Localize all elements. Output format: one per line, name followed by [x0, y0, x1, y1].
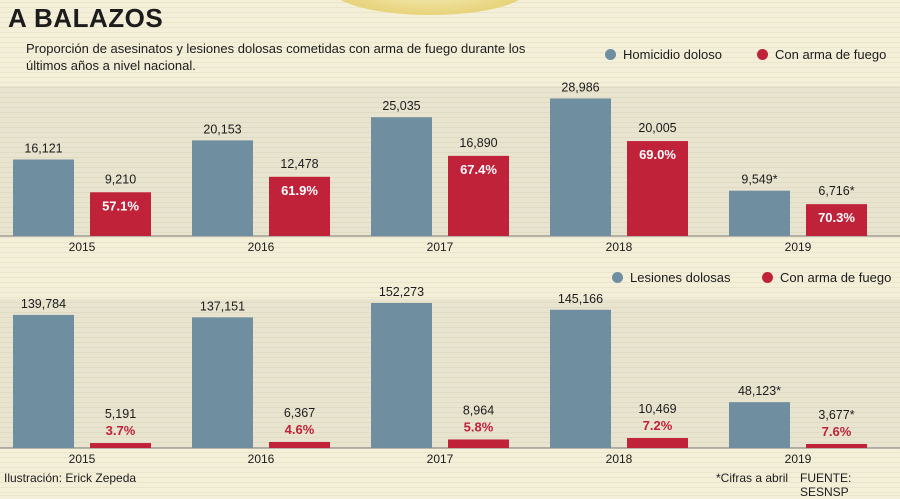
panel-1-bar-2019-firearm — [806, 444, 867, 448]
panel-1-percent-2019: 7.6% — [822, 424, 852, 439]
panel-1-percent-2015: 3.7% — [106, 423, 136, 438]
panel-1-bar-2015-total — [13, 314, 74, 448]
panel-0-bar-2015-firearm — [90, 192, 151, 236]
legend-bottom-series-1: Lesiones dolosas — [612, 270, 730, 285]
panel-0-bar-2017-firearm — [448, 155, 509, 236]
legend-bottom-series-2: Con arma de fuego — [762, 270, 891, 285]
legend-dot-icon — [605, 49, 616, 60]
panel-0-bar-2018-total — [550, 98, 611, 237]
panel-1-bar-2015-firearm — [90, 443, 151, 448]
panel-0-bar-2016-total — [192, 140, 253, 236]
panel-0-bar-2019-firearm — [806, 204, 867, 236]
legend-top-series-2: Con arma de fuego — [757, 47, 886, 62]
panel-0-percent-2017: 67.4% — [460, 162, 497, 177]
panel-0-value-2018-firearm: 20,005 — [638, 121, 676, 135]
page-title: A BALAZOS — [8, 3, 164, 33]
legend-dot-icon — [762, 272, 773, 283]
panel-1-value-2019-total: 48,123* — [738, 384, 781, 398]
panel-1-category-2019: 2019 — [785, 452, 812, 466]
legend-top-series-1: Homicidio doloso — [605, 47, 722, 62]
illustration-credit: Ilustración: Erick Zepeda — [4, 471, 137, 485]
panel-1-value-2015-total: 139,784 — [21, 297, 66, 311]
legend-dot-icon — [757, 49, 768, 60]
panel-0-bar-2019-total — [729, 190, 790, 236]
panel-0-value-2017-firearm: 16,890 — [459, 136, 497, 150]
panel-1-value-2017-firearm: 8,964 — [463, 403, 494, 417]
panel-0-bar-2018-firearm — [627, 141, 688, 236]
panel-1-bar-2017-firearm — [448, 439, 509, 448]
panel-0-percent-2015: 57.1% — [102, 198, 139, 213]
panel-0-category-2017: 2017 — [427, 240, 454, 254]
legend-label: Lesiones dolosas — [630, 270, 731, 285]
legend-dot-icon — [612, 272, 623, 283]
panel-1-bar-2017-total — [371, 302, 432, 448]
panel-0-percent-2018: 69.0% — [639, 147, 676, 162]
panel-1-percent-2018: 7.2% — [643, 418, 673, 433]
panel-1-value-2016-firearm: 6,367 — [284, 406, 315, 420]
panel-1-value-2018-total: 145,166 — [558, 292, 603, 306]
panel-0-percent-2019: 70.3% — [818, 210, 855, 225]
panel-0-percent-2016: 61.9% — [281, 183, 318, 198]
panel-1-category-2015: 2015 — [69, 452, 96, 466]
legend-label: Con arma de fuego — [775, 47, 887, 62]
panel-0-value-2016-total: 20,153 — [203, 122, 241, 136]
panel-0-value-2016-firearm: 12,478 — [280, 157, 318, 171]
panel-1-value-2018-firearm: 10,469 — [638, 402, 676, 416]
panel-1-category-2018: 2018 — [606, 452, 633, 466]
panel-0-value-2018-total: 28,986 — [561, 80, 599, 94]
panel-1-bar-2019-total — [729, 402, 790, 448]
panel-1-category-2016: 2016 — [248, 452, 275, 466]
panel-0-category-2016: 2016 — [248, 240, 275, 254]
footnote: *Cifras a abril — [716, 471, 789, 485]
panel-1-percent-2016: 4.6% — [285, 422, 315, 437]
panel-0-category-2018: 2018 — [606, 240, 633, 254]
decorative-illustration — [330, 0, 530, 15]
panel-0-value-2015-firearm: 9,210 — [105, 172, 136, 186]
panel-1-value-2016-total: 137,151 — [200, 299, 245, 313]
subtitle: Proporción de asesinatos y lesiones dolo… — [26, 41, 526, 73]
panel-0-value-2017-total: 25,035 — [382, 99, 420, 113]
panel-1-bar-2018-total — [550, 309, 611, 448]
source-label: FUENTE: SESNSP — [800, 471, 852, 499]
panel-1-value-2015-firearm: 5,191 — [105, 407, 136, 421]
legend-label: Con arma de fuego — [780, 270, 892, 285]
panel-0-bar-2015-total — [13, 159, 74, 236]
panel-1-bar-2018-firearm — [627, 438, 688, 448]
panel-0-bar-2017-total — [371, 117, 432, 236]
panel-0-bar-2016-firearm — [269, 176, 330, 236]
panel-1-value-2019-firearm: 3,677* — [818, 408, 854, 422]
panel-1-category-2017: 2017 — [427, 452, 454, 466]
panel-1-value-2017-total: 152,273 — [379, 285, 424, 299]
panel-0-value-2019-total: 9,549* — [741, 173, 777, 187]
panel-1-bar-2016-firearm — [269, 441, 330, 448]
panel-0-category-2015: 2015 — [69, 240, 96, 254]
panel-1-percent-2017: 5.8% — [464, 419, 494, 434]
legend-label: Homicidio doloso — [623, 47, 722, 62]
panel-0-value-2015-total: 16,121 — [24, 142, 62, 156]
panel-0-value-2019-firearm: 6,716* — [818, 184, 854, 198]
panel-0-category-2019: 2019 — [785, 240, 812, 254]
panel-1-bar-2016-total — [192, 317, 253, 448]
